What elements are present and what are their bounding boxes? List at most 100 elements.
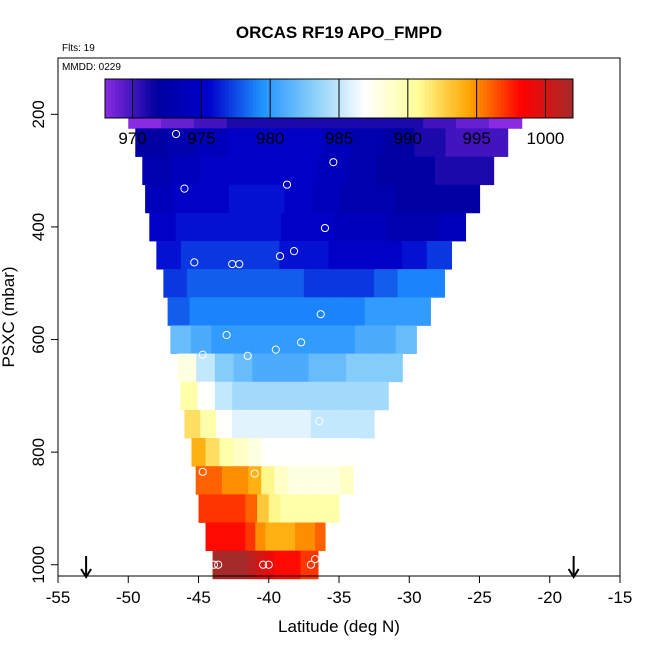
heatmap-cell bbox=[274, 550, 284, 580]
colorbar-swatch bbox=[108, 79, 113, 118]
colorbar-swatch bbox=[425, 79, 429, 118]
heatmap-cell bbox=[340, 184, 369, 214]
heatmap-cell bbox=[256, 550, 266, 580]
colorbar-swatch bbox=[280, 79, 285, 118]
heatmap-cell bbox=[423, 184, 453, 214]
heatmap-cell bbox=[210, 494, 223, 523]
heatmap-cell bbox=[256, 184, 286, 214]
colorbar-swatch bbox=[139, 79, 144, 118]
data-point bbox=[198, 350, 207, 359]
heatmap-cell bbox=[255, 522, 266, 552]
heatmap-cell bbox=[195, 466, 210, 495]
colorbar-swatch bbox=[115, 79, 120, 118]
heatmap-cell bbox=[252, 325, 274, 354]
heatmap-cell bbox=[196, 353, 216, 383]
heatmap-cell bbox=[225, 522, 236, 552]
x-tick-label: -25 bbox=[467, 588, 492, 607]
heatmap-cell bbox=[186, 269, 211, 298]
heatmap-bands bbox=[128, 100, 523, 580]
colorbar-swatch bbox=[493, 79, 498, 118]
colorbar-swatch bbox=[383, 79, 388, 118]
data-point bbox=[209, 560, 219, 569]
colorbar-swatch bbox=[215, 79, 220, 118]
data-point bbox=[198, 467, 207, 476]
heatmap-cell bbox=[216, 409, 233, 439]
colorbar-swatch bbox=[431, 79, 436, 118]
colorbar-swatch bbox=[239, 79, 244, 118]
colorbar-swatch bbox=[376, 79, 381, 118]
heatmap-cell bbox=[265, 550, 275, 580]
colorbar-swatch bbox=[308, 79, 312, 118]
heatmap-cell bbox=[303, 269, 328, 298]
heatmap-cell bbox=[280, 269, 305, 298]
heatmap-cell bbox=[231, 325, 253, 354]
colorbar-swatch bbox=[146, 79, 151, 118]
heatmap-cell bbox=[180, 240, 207, 270]
data-point bbox=[302, 451, 311, 460]
colorbar-swatch bbox=[342, 79, 347, 118]
heatmap-cell bbox=[254, 212, 282, 242]
colorbar-swatch bbox=[442, 79, 447, 118]
heatmap-cell bbox=[277, 297, 300, 326]
colorbar-swatch bbox=[521, 79, 526, 118]
heatmap-cell bbox=[301, 381, 320, 411]
colorbar-swatch bbox=[277, 79, 281, 118]
heatmap-cell bbox=[282, 550, 293, 580]
colorbar-swatch bbox=[366, 79, 371, 118]
colorbar-swatch bbox=[191, 79, 195, 118]
heatmap-cell bbox=[402, 240, 428, 270]
colorbar-swatch bbox=[335, 79, 340, 118]
colorbar-swatch bbox=[160, 79, 164, 118]
colorbar-swatch bbox=[449, 79, 454, 118]
colorbar-swatch bbox=[328, 79, 333, 118]
colorbar-swatch bbox=[242, 79, 247, 118]
heatmap-cell bbox=[412, 212, 440, 242]
colorbar-swatch bbox=[197, 79, 202, 118]
heatmap-cell bbox=[211, 297, 234, 326]
heatmap-cell bbox=[374, 269, 399, 298]
data-point bbox=[243, 351, 252, 360]
heatmap-cell bbox=[291, 550, 301, 580]
heatmap-cell bbox=[275, 522, 286, 552]
data-point bbox=[250, 469, 259, 478]
heatmap-cell bbox=[170, 325, 192, 354]
data-point bbox=[320, 223, 330, 233]
heatmap-cell bbox=[303, 240, 330, 270]
heatmap-cell bbox=[305, 522, 316, 552]
heatmap-cell bbox=[259, 128, 292, 157]
heatmap-cell bbox=[342, 409, 359, 439]
colorbar-swatch bbox=[290, 79, 295, 118]
colorbar-swatch bbox=[235, 79, 240, 118]
x-tick-label: -35 bbox=[327, 588, 352, 607]
heatmap-cell bbox=[232, 381, 251, 411]
heatmap-cell bbox=[346, 353, 366, 383]
colorbar-swatch bbox=[208, 79, 213, 118]
colorbar-swatch bbox=[321, 79, 326, 118]
colorbar-swatch bbox=[411, 79, 416, 118]
data-point bbox=[275, 252, 285, 261]
heatmap-cell bbox=[221, 550, 231, 580]
colorbar-swatch bbox=[325, 79, 330, 118]
colorbar-swatch bbox=[259, 79, 264, 118]
heatmap-cell bbox=[364, 297, 388, 326]
colorbar-swatch bbox=[125, 79, 130, 118]
colorbar-swatch bbox=[466, 79, 471, 118]
colorbar-swatch bbox=[204, 79, 209, 118]
colorbar-swatch bbox=[387, 79, 392, 118]
heatmap-cell bbox=[191, 438, 207, 467]
heatmap-cell bbox=[263, 409, 280, 439]
heatmap-cell bbox=[353, 240, 379, 270]
data-point bbox=[264, 560, 273, 569]
heatmap-cell bbox=[284, 184, 313, 214]
y-tick-label: 800 bbox=[29, 438, 48, 466]
colorbar-swatch bbox=[294, 79, 299, 118]
heatmap-cell bbox=[405, 156, 436, 186]
y-tick-label: 200 bbox=[29, 100, 48, 128]
colorbar-swatch bbox=[497, 79, 502, 118]
colorbar-swatch bbox=[397, 79, 402, 118]
heatmap-cell bbox=[156, 240, 182, 270]
heatmap-cell bbox=[205, 240, 231, 270]
colorbar-swatch bbox=[173, 79, 178, 118]
heatmap-cell bbox=[352, 128, 385, 157]
colorbar-swatch bbox=[483, 79, 488, 118]
